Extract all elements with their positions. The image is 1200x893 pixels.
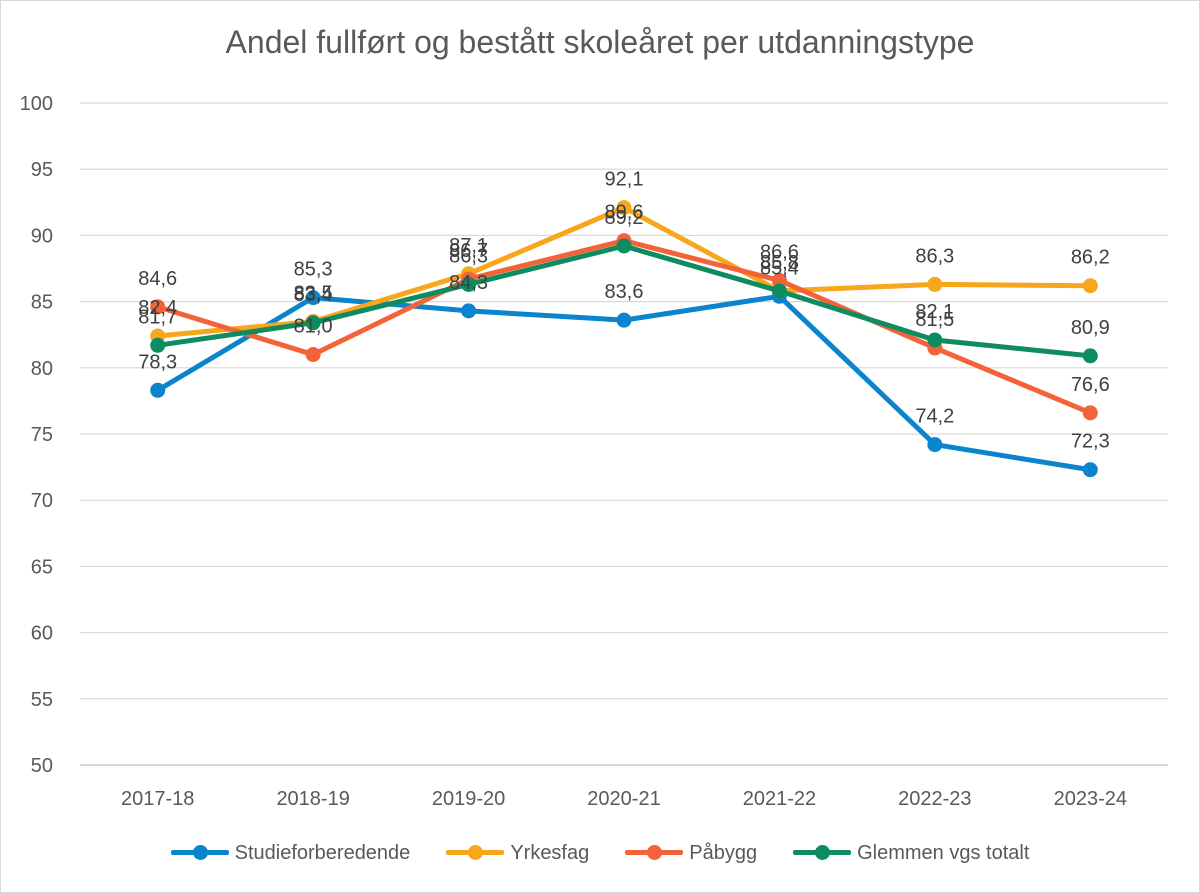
data-label: 80,9	[1071, 317, 1110, 339]
legend-item: Studieforberedende	[170, 841, 411, 865]
data-label: 86,6	[760, 241, 799, 263]
data-label: 86,3	[449, 245, 488, 267]
legend-label: Påbygg	[689, 841, 758, 864]
legend-swatch	[170, 845, 229, 860]
data-label: 89,6	[605, 202, 644, 224]
legend-label: Yrkesfag	[510, 841, 590, 864]
y-tick-label: 75	[31, 424, 53, 446]
data-label: 82,4	[138, 297, 177, 319]
data-label: 81,5	[915, 309, 954, 331]
data-label: 85,3	[294, 259, 333, 281]
y-tick-label: 60	[31, 623, 53, 645]
chart-title: Andel fullført og bestått skoleåret per …	[225, 24, 975, 60]
data-point	[616, 200, 632, 216]
data-label: 74,2	[915, 406, 954, 428]
data-label: 76,6	[1071, 374, 1110, 396]
data-point	[305, 290, 321, 306]
data-label: 84,3	[449, 272, 488, 294]
legend-swatch	[793, 845, 852, 860]
legend-swatch	[446, 845, 505, 860]
y-tick-label: 65	[31, 556, 53, 578]
x-tick-label: 2021-22	[743, 788, 816, 810]
legend-label: Glemmen vgs totalt	[857, 841, 1030, 864]
data-point	[150, 382, 166, 398]
y-axis-ticks: 50 55 60 65 70 75 80 85 90 95 100	[20, 93, 53, 777]
data-label: 72,3	[1071, 431, 1110, 453]
x-tick-label: 2018-19	[276, 788, 349, 810]
y-tick-label: 80	[31, 358, 53, 380]
data-point	[927, 276, 943, 292]
data-point	[461, 303, 477, 319]
data-point	[150, 337, 166, 353]
data-point	[927, 332, 943, 348]
y-tick-label: 50	[31, 755, 53, 777]
data-label: 83,5	[294, 282, 333, 304]
data-point	[305, 315, 321, 331]
y-tick-label: 95	[31, 159, 53, 181]
data-point	[461, 276, 477, 292]
x-tick-label: 2023-24	[1054, 788, 1127, 810]
data-label: 83,4	[294, 284, 333, 306]
legend: Studieforberedende Yrkesfag Påbygg Glemmen …	[0, 838, 1200, 868]
data-point	[1082, 278, 1098, 294]
data-label: 86,2	[1071, 247, 1110, 269]
x-axis-ticks: 2017-18 2018-19 2019-20 2020-21 2021-22 2022-…	[121, 788, 1127, 810]
x-tick-label: 2019-20	[432, 788, 505, 810]
data-label: 81,7	[138, 306, 177, 328]
data-label: 85,8	[760, 252, 799, 274]
data-point	[771, 272, 787, 288]
legend-swatch	[625, 845, 684, 860]
y-tick-label: 55	[31, 689, 53, 711]
series-lines	[150, 200, 1098, 478]
data-label: 87,1	[449, 235, 488, 257]
x-tick-label: 2017-18	[121, 788, 194, 810]
legend-item: Yrkesfag	[446, 842, 589, 865]
y-tick-label: 90	[31, 225, 53, 247]
legend-label: Studieforberedende	[234, 841, 411, 864]
data-point	[927, 437, 943, 453]
y-tick-label: 100	[20, 93, 53, 115]
data-label: 86,3	[915, 245, 954, 267]
data-point	[1082, 462, 1098, 478]
data-label: 86,7	[449, 240, 488, 262]
gridlines	[80, 102, 1168, 766]
legend-item: Påbygg	[625, 842, 757, 865]
y-tick-label: 85	[31, 292, 53, 314]
data-label: 89,2	[605, 207, 644, 229]
legend-item: Glemmen vgs totalt	[793, 842, 1029, 865]
x-tick-label: 2022-23	[898, 788, 971, 810]
x-tick-label: 2020-21	[587, 788, 660, 810]
data-label: 92,1	[605, 169, 644, 191]
data-point	[771, 283, 787, 299]
data-labels: 78,3 85,3 84,3 83,6 85,4 74,2 72,3 82,4 83,5 87,1…	[138, 169, 1110, 453]
data-label: 78,3	[138, 351, 177, 373]
data-point	[1082, 348, 1098, 364]
y-tick-label: 70	[31, 490, 53, 512]
data-point	[616, 238, 632, 254]
data-label: 84,6	[138, 268, 177, 290]
data-label: 83,6	[605, 281, 644, 303]
data-label: 85,4	[760, 257, 799, 279]
data-label: 81,0	[294, 316, 333, 338]
data-point	[305, 347, 321, 363]
data-point	[616, 312, 632, 328]
data-label: 85,8	[760, 252, 799, 274]
data-point	[1082, 405, 1098, 421]
data-point	[150, 299, 166, 315]
data-label: 82,1	[915, 301, 954, 323]
